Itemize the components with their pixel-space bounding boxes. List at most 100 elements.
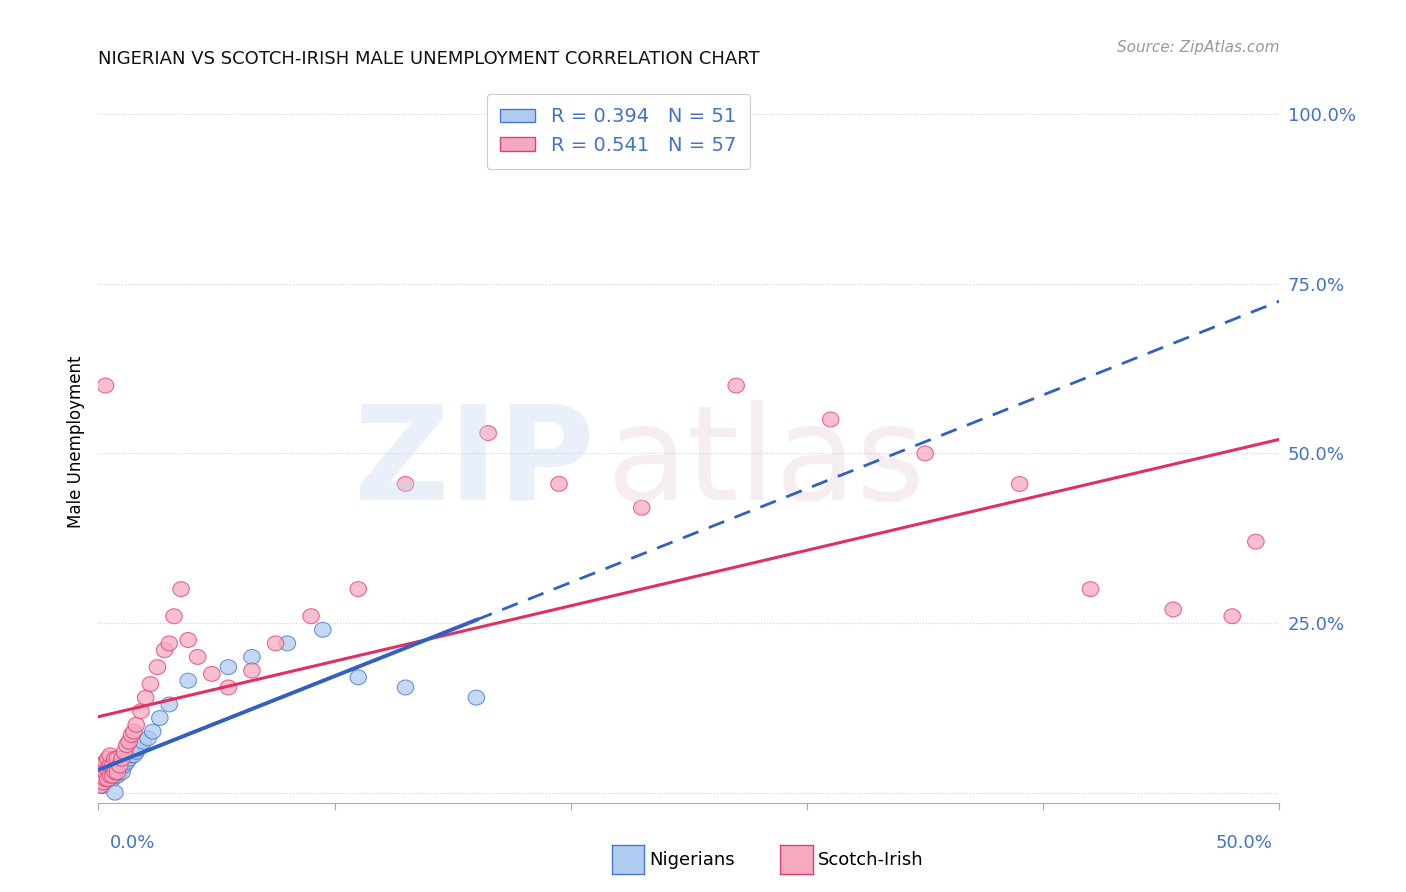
- Ellipse shape: [103, 768, 118, 783]
- Ellipse shape: [107, 762, 124, 776]
- Ellipse shape: [114, 758, 131, 773]
- Ellipse shape: [100, 772, 117, 787]
- Legend: R = 0.394   N = 51, R = 0.541   N = 57: R = 0.394 N = 51, R = 0.541 N = 57: [486, 94, 749, 169]
- Ellipse shape: [94, 768, 111, 783]
- Ellipse shape: [139, 731, 156, 746]
- Ellipse shape: [243, 663, 260, 678]
- Ellipse shape: [103, 747, 118, 763]
- Ellipse shape: [103, 755, 118, 770]
- Text: 0.0%: 0.0%: [110, 834, 155, 852]
- Ellipse shape: [315, 623, 330, 637]
- Ellipse shape: [100, 758, 117, 773]
- Ellipse shape: [634, 500, 650, 516]
- Ellipse shape: [103, 758, 118, 773]
- Ellipse shape: [97, 772, 114, 787]
- Ellipse shape: [1083, 582, 1098, 597]
- Ellipse shape: [107, 764, 124, 780]
- Ellipse shape: [135, 734, 152, 749]
- Ellipse shape: [94, 772, 111, 787]
- Ellipse shape: [97, 768, 114, 783]
- Ellipse shape: [350, 670, 367, 685]
- Ellipse shape: [107, 751, 124, 766]
- Text: ZIP: ZIP: [353, 400, 595, 526]
- Ellipse shape: [94, 758, 111, 773]
- Ellipse shape: [128, 745, 145, 759]
- Ellipse shape: [204, 666, 221, 681]
- Ellipse shape: [97, 762, 114, 776]
- Ellipse shape: [97, 755, 114, 770]
- Ellipse shape: [103, 764, 118, 780]
- Ellipse shape: [110, 758, 125, 773]
- Ellipse shape: [100, 762, 117, 776]
- Ellipse shape: [124, 747, 139, 763]
- Ellipse shape: [398, 476, 413, 491]
- Text: NIGERIAN VS SCOTCH-IRISH MALE UNEMPLOYMENT CORRELATION CHART: NIGERIAN VS SCOTCH-IRISH MALE UNEMPLOYME…: [98, 50, 761, 68]
- Ellipse shape: [97, 775, 114, 790]
- Ellipse shape: [107, 785, 124, 800]
- Ellipse shape: [149, 660, 166, 674]
- Ellipse shape: [138, 690, 153, 705]
- Ellipse shape: [107, 768, 124, 783]
- Ellipse shape: [166, 608, 183, 624]
- Ellipse shape: [728, 378, 744, 393]
- Ellipse shape: [111, 758, 128, 773]
- Ellipse shape: [350, 582, 367, 597]
- Ellipse shape: [221, 680, 236, 695]
- Ellipse shape: [97, 378, 114, 393]
- Ellipse shape: [100, 751, 117, 766]
- Text: Scotch-Irish: Scotch-Irish: [818, 851, 924, 869]
- Text: 50.0%: 50.0%: [1216, 834, 1272, 852]
- Ellipse shape: [110, 764, 125, 780]
- Ellipse shape: [94, 775, 111, 790]
- Ellipse shape: [111, 755, 128, 770]
- Ellipse shape: [302, 608, 319, 624]
- Ellipse shape: [118, 738, 135, 753]
- Text: Nigerians: Nigerians: [650, 851, 735, 869]
- Text: atlas: atlas: [606, 400, 925, 526]
- Ellipse shape: [118, 755, 135, 770]
- Ellipse shape: [180, 632, 197, 648]
- Ellipse shape: [162, 697, 177, 712]
- Ellipse shape: [107, 755, 124, 770]
- Ellipse shape: [132, 704, 149, 719]
- Ellipse shape: [121, 751, 138, 766]
- Ellipse shape: [267, 636, 284, 651]
- Ellipse shape: [479, 425, 496, 441]
- Ellipse shape: [125, 747, 142, 763]
- Ellipse shape: [104, 758, 121, 773]
- Ellipse shape: [94, 758, 111, 773]
- Ellipse shape: [917, 446, 934, 461]
- Ellipse shape: [110, 751, 125, 766]
- Ellipse shape: [280, 636, 295, 651]
- Ellipse shape: [823, 412, 839, 427]
- Ellipse shape: [104, 758, 121, 773]
- Ellipse shape: [190, 649, 205, 665]
- Text: Source: ZipAtlas.com: Source: ZipAtlas.com: [1116, 40, 1279, 55]
- Ellipse shape: [114, 764, 131, 780]
- Ellipse shape: [104, 764, 121, 780]
- Ellipse shape: [145, 724, 162, 739]
- Ellipse shape: [180, 673, 197, 688]
- Ellipse shape: [468, 690, 485, 705]
- Ellipse shape: [100, 764, 117, 780]
- Ellipse shape: [104, 768, 121, 783]
- Ellipse shape: [93, 779, 110, 793]
- Ellipse shape: [1166, 602, 1181, 617]
- Ellipse shape: [152, 711, 169, 725]
- Ellipse shape: [93, 772, 110, 787]
- Ellipse shape: [100, 772, 117, 787]
- Ellipse shape: [94, 764, 111, 780]
- Ellipse shape: [131, 741, 146, 756]
- Ellipse shape: [162, 636, 177, 651]
- Ellipse shape: [103, 772, 118, 787]
- Ellipse shape: [110, 768, 125, 783]
- Ellipse shape: [243, 649, 260, 665]
- Ellipse shape: [221, 660, 236, 674]
- Ellipse shape: [104, 772, 121, 787]
- Ellipse shape: [93, 764, 110, 780]
- Ellipse shape: [111, 764, 128, 780]
- Ellipse shape: [142, 677, 159, 691]
- Ellipse shape: [121, 734, 138, 749]
- Ellipse shape: [124, 728, 139, 742]
- Ellipse shape: [1011, 476, 1028, 491]
